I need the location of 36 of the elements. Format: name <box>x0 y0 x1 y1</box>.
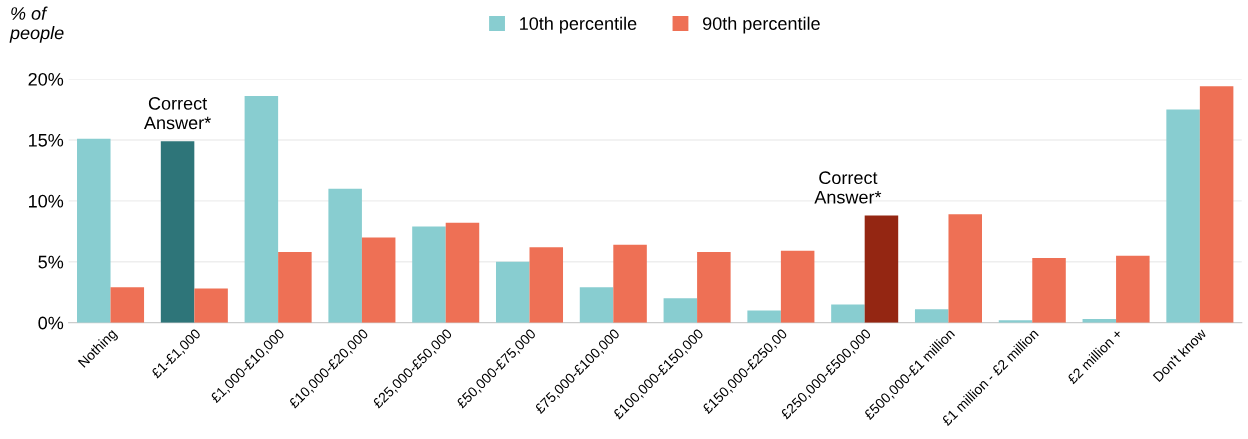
bar <box>948 214 982 323</box>
legend-label: 90th percentile <box>702 16 820 34</box>
bar <box>579 287 614 323</box>
bar <box>1166 109 1200 323</box>
bar <box>914 309 949 323</box>
bar <box>412 226 446 323</box>
y-axis-title: % of people <box>9 6 64 43</box>
bar <box>780 250 815 323</box>
y-tick-label: 0% <box>38 316 64 330</box>
bar <box>831 304 865 323</box>
y-tick-label: 10% <box>29 194 64 208</box>
y-tick-label: 20% <box>28 72 64 86</box>
bar <box>495 261 530 323</box>
bar <box>194 288 228 323</box>
bar <box>445 222 480 323</box>
bar <box>1116 255 1150 323</box>
bar <box>328 188 362 323</box>
bar <box>1199 86 1234 323</box>
annotation: Correct Answer* <box>143 97 211 130</box>
bar <box>697 252 731 323</box>
bar <box>864 215 899 323</box>
bar <box>278 252 312 323</box>
y-tick-label: 5% <box>38 255 64 269</box>
bar <box>110 287 145 323</box>
y-tick-label: 15% <box>29 133 64 147</box>
bar <box>160 141 195 323</box>
bar <box>529 247 564 323</box>
bar <box>613 244 647 323</box>
legend-label: 10th percentile <box>520 16 637 34</box>
bar <box>361 237 396 323</box>
annotation: Correct Answer* <box>814 171 882 204</box>
bar <box>244 96 279 323</box>
bar <box>663 298 698 323</box>
bar <box>747 310 781 323</box>
bar <box>1032 258 1066 323</box>
bar <box>77 138 111 323</box>
